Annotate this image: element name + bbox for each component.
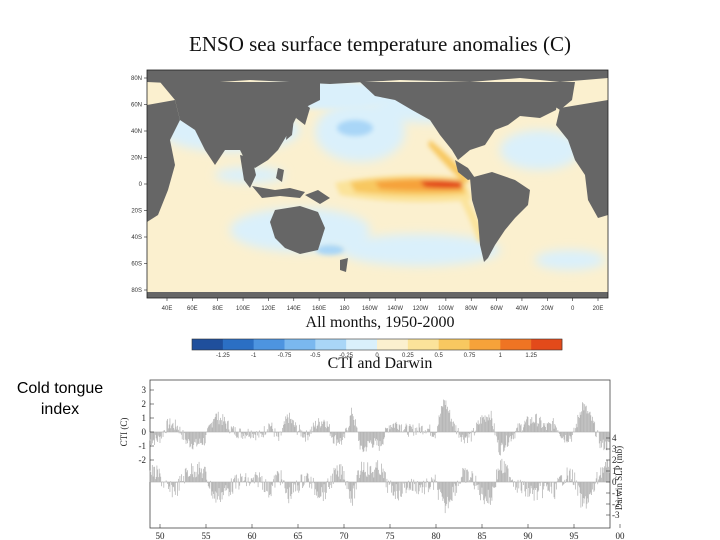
colorbar-tick-label: -0.25 bbox=[339, 353, 353, 359]
colorbar-swatch bbox=[284, 339, 316, 350]
lon-tick-label: 60W bbox=[490, 306, 503, 312]
lat-tick-label: 0 bbox=[139, 182, 143, 188]
sst-anomaly-map: 80N 60N 40N 20N 0 20S 40S 60S 80S 40E 60E 80E 100E 12… bbox=[131, 69, 609, 312]
colorbar-swatch bbox=[253, 339, 285, 350]
series-darwin bbox=[149, 458, 610, 514]
timeseries-title: CTI and Darwin bbox=[327, 355, 433, 372]
year-tick-label: 00 bbox=[616, 531, 626, 540]
lon-tick-label: 180 bbox=[339, 306, 350, 312]
darwin-tick-label: 1 bbox=[612, 466, 617, 476]
lat-tick-label: 40N bbox=[131, 129, 142, 135]
darwin-tick-label: 4 bbox=[612, 433, 617, 443]
lon-tick-label: 20E bbox=[593, 306, 604, 312]
darwin-tick-label: -3 bbox=[612, 510, 620, 520]
year-tick-label: 95 bbox=[570, 531, 580, 540]
cti-axis-label: CTI (C) bbox=[119, 418, 129, 447]
darwin-tick-label: 2 bbox=[612, 455, 617, 465]
lon-tick-label: 140E bbox=[287, 306, 301, 312]
colorbar-swatch bbox=[222, 339, 254, 350]
lon-tick-label: 100E bbox=[236, 306, 250, 312]
year-tick-label: 90 bbox=[524, 531, 534, 540]
lon-tick-label: 40E bbox=[162, 306, 173, 312]
lon-tick-label: 20W bbox=[541, 306, 554, 312]
colorbar-tick-label: 0 bbox=[375, 353, 379, 359]
colorbar-tick-label: -0.5 bbox=[310, 353, 321, 359]
lat-tick-label: 80N bbox=[131, 76, 142, 82]
lon-tick-label: 40W bbox=[516, 306, 529, 312]
lat-tick-label: 40S bbox=[131, 235, 142, 241]
lat-tick-label: 20S bbox=[131, 209, 142, 215]
lon-tick-label: 80W bbox=[465, 306, 478, 312]
lon-tick-label: 140W bbox=[387, 306, 403, 312]
lon-tick-label: 120W bbox=[413, 306, 429, 312]
map-subtitle: All months, 1950-2000 bbox=[305, 314, 455, 331]
lon-tick-label: 160W bbox=[362, 306, 378, 312]
lat-tick-label: 20N bbox=[131, 156, 142, 162]
colorbar-tick-label: 0.25 bbox=[402, 353, 414, 359]
colorbar-swatch bbox=[407, 339, 439, 350]
year-tick-label: 60 bbox=[248, 531, 258, 540]
colorbar-frame bbox=[191, 338, 563, 351]
lon-tick-label: 160E bbox=[312, 306, 326, 312]
year-tick-label: 85 bbox=[478, 531, 488, 540]
year-tick-label: 70 bbox=[340, 531, 350, 540]
year-tick-label: 75 bbox=[386, 531, 396, 540]
darwin-tick-label: -2 bbox=[612, 499, 620, 509]
colorbar: -1.25 -1 -0.75 -0.5 -0.25 0 0.25 0.5 0.75 1 1.25 bbox=[191, 338, 563, 359]
colorbar-swatch bbox=[500, 339, 532, 350]
darwin-tick-label: 0 bbox=[612, 477, 617, 487]
colorbar-swatch bbox=[438, 339, 470, 350]
darwin-axis-label: Darwin SLP (mb) bbox=[614, 446, 624, 510]
colorbar-tick-label: 0.75 bbox=[464, 353, 476, 359]
colorbar-swatch bbox=[315, 339, 347, 350]
cti-tick-label: 2 bbox=[142, 399, 147, 409]
colorbar-swatch bbox=[192, 339, 224, 350]
year-tick-label: 65 bbox=[294, 531, 304, 540]
lon-tick-label: 100W bbox=[438, 306, 454, 312]
colorbar-tick-label: 1.25 bbox=[525, 353, 537, 359]
colorbar-tick-label: -0.75 bbox=[278, 353, 292, 359]
map-title: ENSO sea surface temperature anomalies (… bbox=[189, 32, 571, 56]
lon-tick-label: 80E bbox=[212, 306, 223, 312]
map-axes: 80N 60N 40N 20N 0 20S 40S 60S 80S 40E 60E 80E 100E 12… bbox=[131, 76, 603, 312]
land-masses bbox=[147, 70, 608, 298]
year-tick-label: 55 bbox=[202, 531, 212, 540]
colorbar-swatch bbox=[469, 339, 501, 350]
colorbar-tick-label: -1.25 bbox=[216, 353, 230, 359]
colorbar-swatch bbox=[377, 339, 409, 350]
colorbar-tick-label: -1 bbox=[251, 353, 257, 359]
lon-tick-label: 60E bbox=[187, 306, 198, 312]
cti-tick-label: -2 bbox=[139, 455, 147, 465]
lat-tick-label: 60S bbox=[131, 262, 142, 268]
year-tick-label: 80 bbox=[432, 531, 442, 540]
cti-tick-label: 0 bbox=[142, 427, 147, 437]
lon-tick-label: 120E bbox=[261, 306, 275, 312]
series-cti bbox=[149, 399, 610, 456]
cti-tick-label: 1 bbox=[142, 413, 147, 423]
lat-tick-label: 60N bbox=[131, 103, 142, 109]
timeseries-frame bbox=[149, 379, 611, 529]
colorbar-swatch bbox=[531, 339, 563, 350]
cold-tongue-index-label: Cold tongue index bbox=[16, 380, 104, 418]
lat-tick-label: 80S bbox=[131, 288, 142, 294]
colorbar-tick-label: 1 bbox=[499, 353, 503, 359]
darwin-tick-label: 3 bbox=[612, 444, 617, 454]
year-tick-label: 50 bbox=[156, 531, 166, 540]
darwin-tick-label: -1 bbox=[612, 488, 620, 498]
colorbar-tick-label: 0.5 bbox=[434, 353, 443, 359]
cti-tick-label: -1 bbox=[139, 441, 147, 451]
cti-tick-label: 3 bbox=[142, 385, 147, 395]
colorbar-swatch bbox=[346, 339, 378, 350]
lon-tick-label: 0 bbox=[571, 306, 575, 312]
anomaly-field-cool-core bbox=[316, 120, 373, 255]
